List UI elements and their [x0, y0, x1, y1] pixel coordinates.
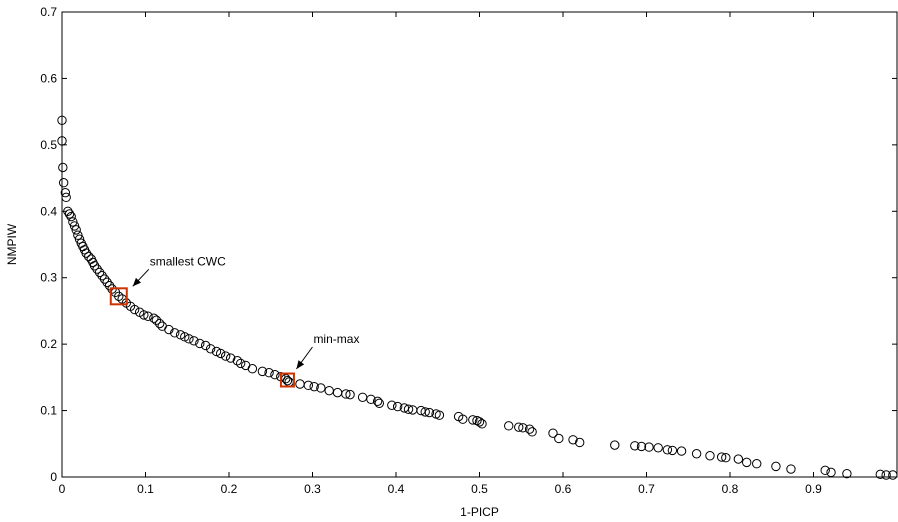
annotation-label: min-max	[313, 332, 359, 346]
x-tick-label: 0.6	[555, 482, 572, 496]
y-tick-label: 0.3	[40, 271, 57, 285]
y-tick-label: 0.6	[40, 71, 57, 85]
y-tick-label: 0.1	[40, 404, 57, 418]
x-tick-label: 0.7	[638, 482, 655, 496]
y-tick-label: 0.5	[40, 138, 57, 152]
x-tick-label: 0.1	[137, 482, 154, 496]
x-tick-label: 0	[59, 482, 66, 496]
x-tick-label: 0.9	[805, 482, 822, 496]
y-tick-label: 0	[50, 470, 57, 484]
annotation-label: smallest CWC	[150, 254, 226, 268]
y-axis-label: NMPIW	[5, 223, 19, 265]
x-tick-label: 0.3	[304, 482, 321, 496]
y-tick-label: 0.7	[40, 5, 57, 19]
x-tick-label: 0.2	[221, 482, 238, 496]
y-tick-label: 0.2	[40, 337, 57, 351]
y-tick-label: 0.4	[40, 204, 57, 218]
plot-area	[62, 12, 897, 477]
x-tick-label: 0.5	[471, 482, 488, 496]
x-axis-label: 1-PICP	[460, 505, 499, 519]
x-tick-label: 0.8	[722, 482, 739, 496]
x-tick-label: 0.4	[388, 482, 405, 496]
